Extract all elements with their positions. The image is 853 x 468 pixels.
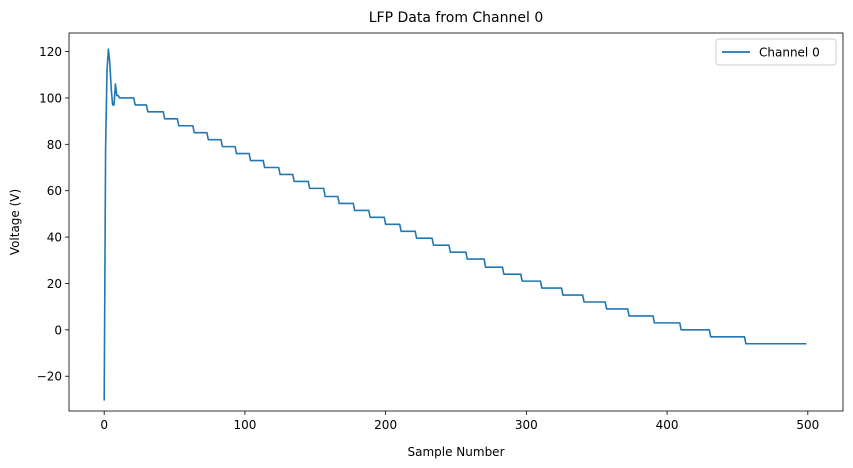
x-tick-label: 200: [374, 418, 397, 432]
y-tick-label: 80: [47, 138, 62, 152]
x-axis-ticks: 0 100 200 300 400 500: [100, 411, 819, 432]
axes-frame: [68, 32, 844, 412]
y-tick-label: −20: [37, 370, 62, 384]
x-tick-label: 0: [100, 418, 108, 432]
y-tick-label: 20: [47, 277, 62, 291]
x-tick-label: 100: [233, 418, 256, 432]
x-tick-label: 300: [515, 418, 538, 432]
y-tick-label: 0: [54, 323, 62, 337]
y-tick-label: 60: [47, 184, 62, 198]
y-tick-label: 120: [39, 45, 62, 59]
y-tick-label: 40: [47, 231, 62, 245]
x-tick-label: 400: [656, 418, 679, 432]
x-axis-label: Sample Number: [407, 445, 504, 459]
chart-title: LFP Data from Channel 0: [369, 10, 544, 26]
y-tick-label: 100: [39, 91, 62, 105]
legend-box: [715, 38, 837, 66]
x-tick-label: 500: [796, 418, 819, 432]
y-axis-ticks: −20 0 20 40 60 80 100 120: [37, 45, 69, 384]
legend: Channel 0: [715, 38, 837, 66]
series-line-channel-0: [103, 48, 807, 401]
plot-area: [103, 48, 807, 401]
y-axis-label: Voltage (V): [8, 189, 22, 255]
legend-label-channel-0: Channel 0: [759, 46, 820, 60]
